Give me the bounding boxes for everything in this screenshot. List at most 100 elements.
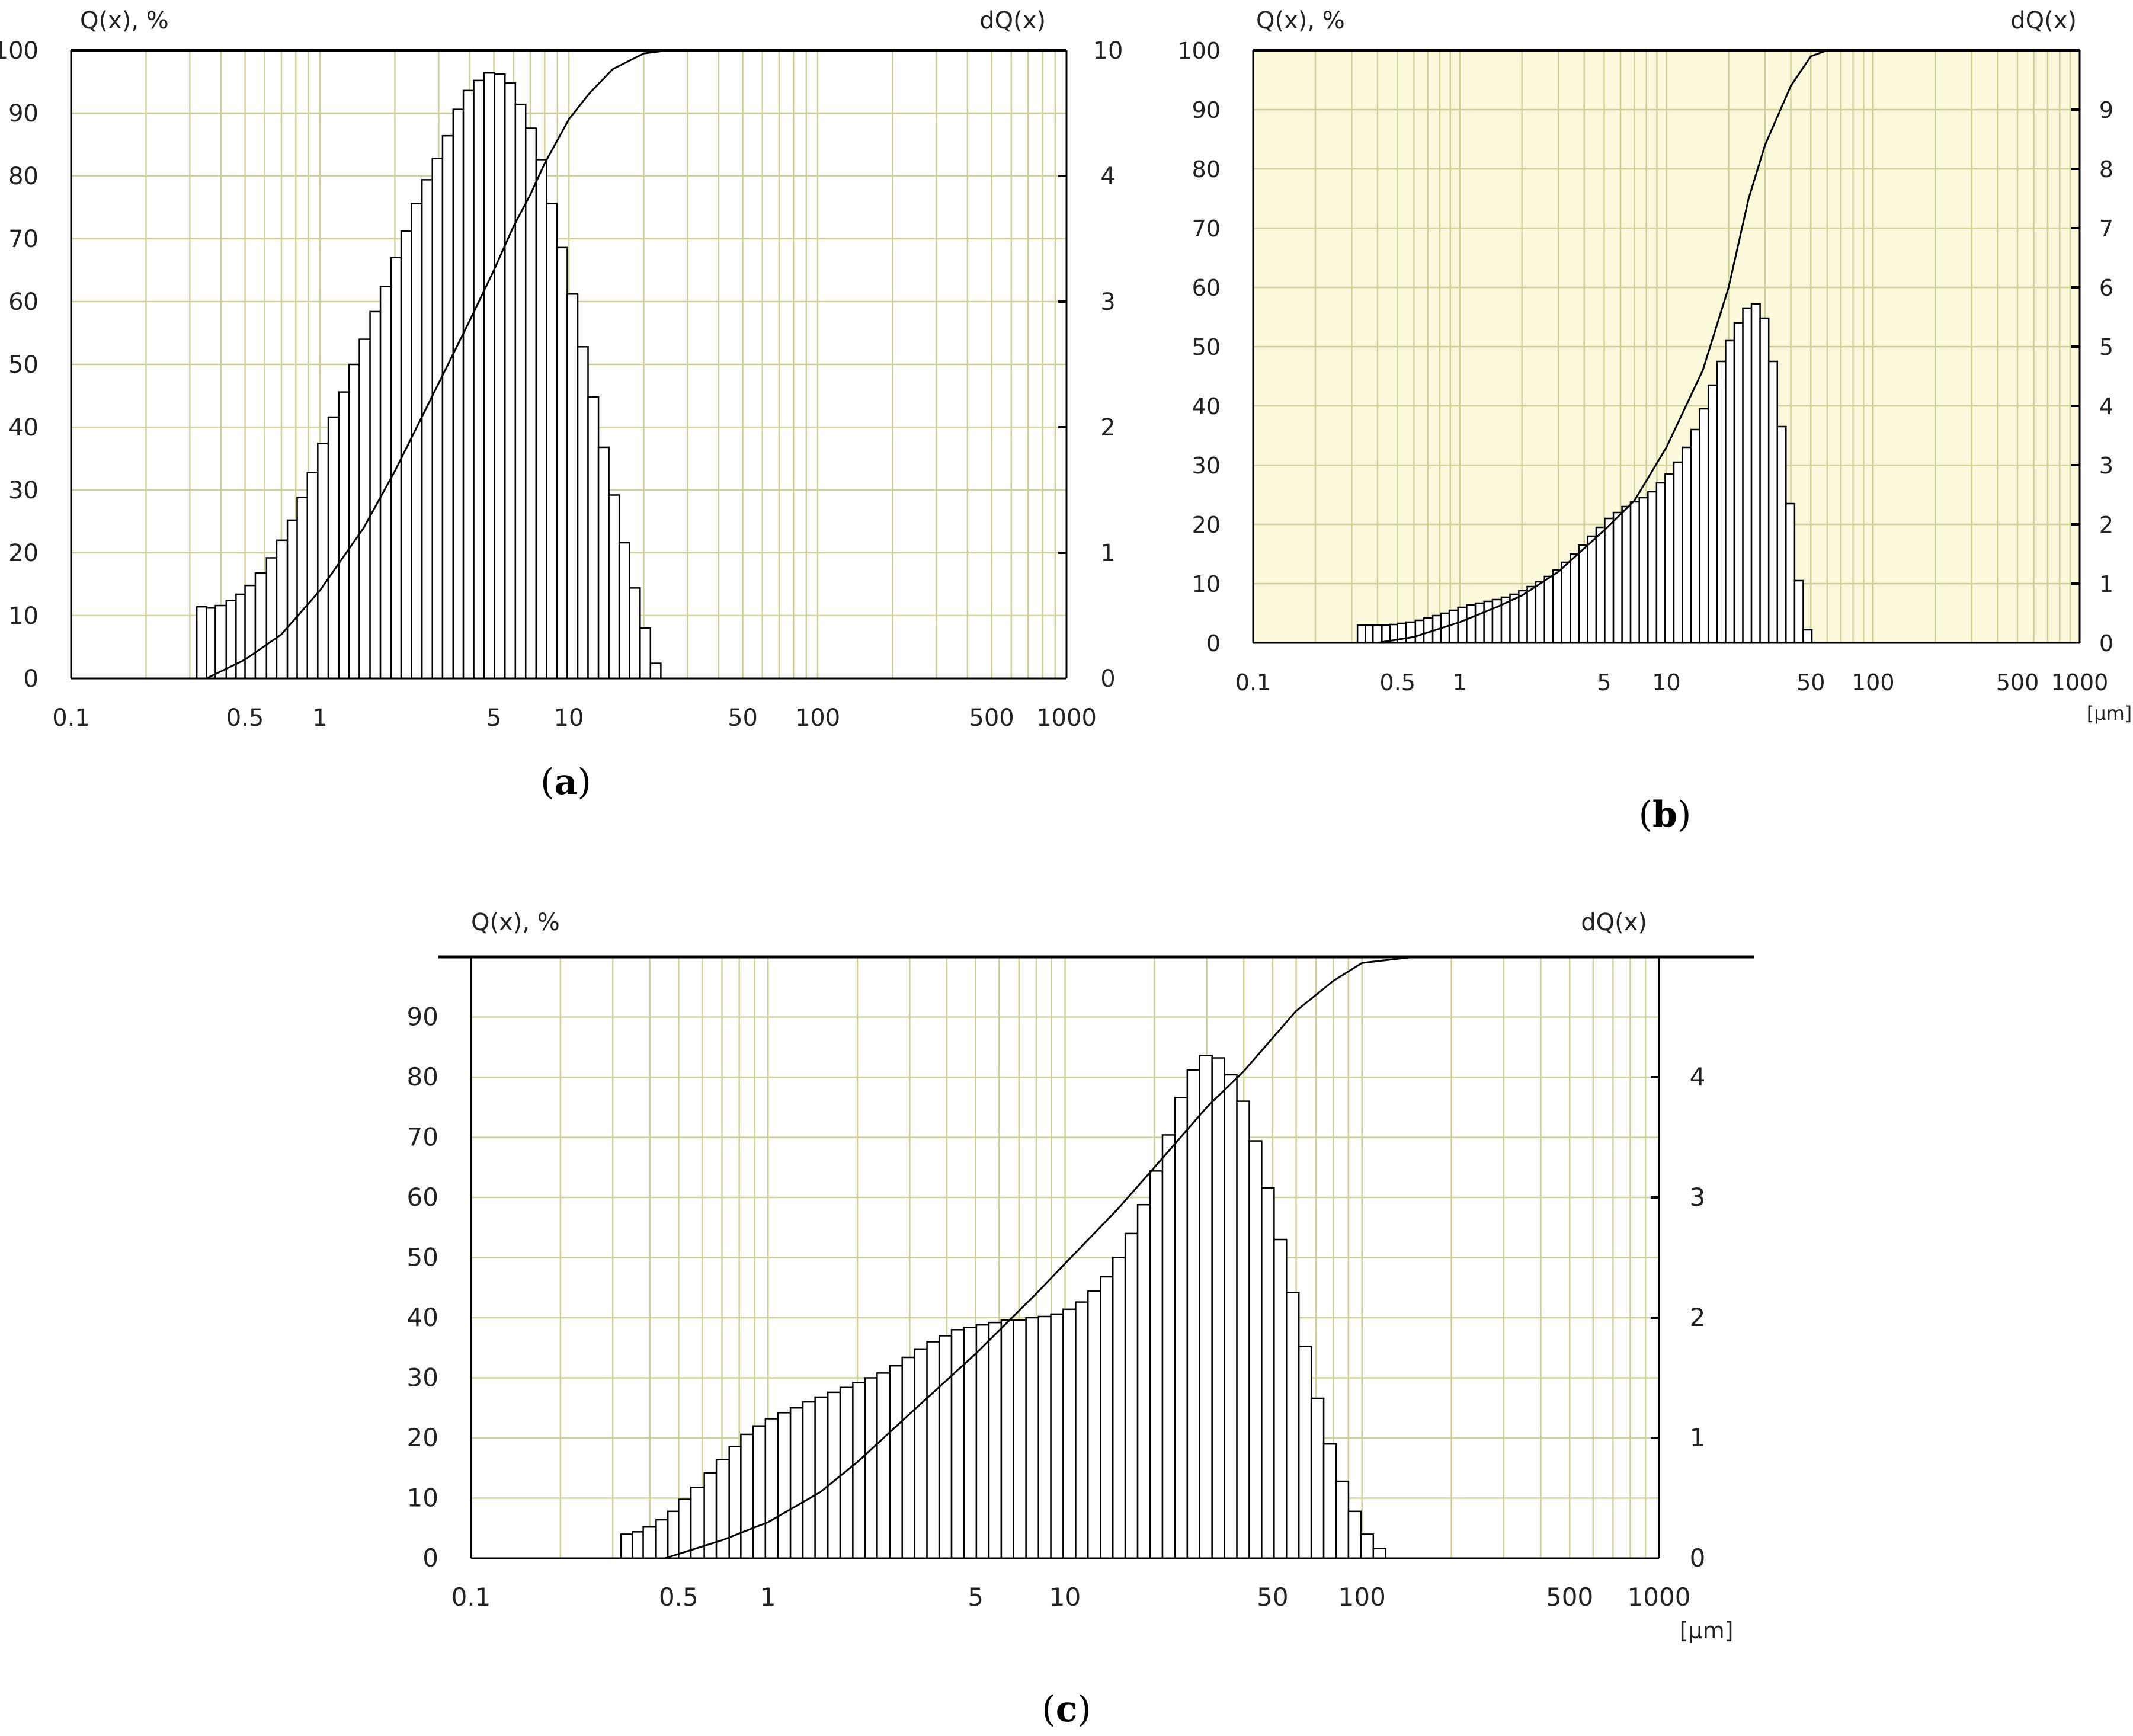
histogram-bar xyxy=(254,572,268,680)
ylabel-right-c: dQ(x) xyxy=(1581,909,1647,936)
y-tick-label-left: 30 xyxy=(8,477,39,504)
y-tick-label-left: 10 xyxy=(8,603,39,630)
panel-label-a: (a) xyxy=(540,761,591,803)
x-tick-label: 500 xyxy=(1996,670,2039,696)
ylabel-left-b: Q(x), % xyxy=(1256,7,1345,34)
histogram-bar xyxy=(1629,501,1640,644)
x-tick-label: 10 xyxy=(554,704,584,732)
histogram-bars-b xyxy=(1356,303,1813,644)
histogram-bar xyxy=(473,79,485,680)
histogram-bar xyxy=(642,1526,657,1559)
histogram-bar xyxy=(1664,473,1675,644)
histogram-bar xyxy=(802,1401,816,1559)
x-tick-label: 50 xyxy=(1257,1583,1288,1612)
histogram-bar xyxy=(597,446,610,680)
histogram-bar xyxy=(1365,624,1374,644)
histogram-bar xyxy=(1750,303,1761,644)
histogram-bar xyxy=(1604,517,1615,644)
histogram-bar xyxy=(1335,1480,1350,1559)
histogram-bar xyxy=(1733,322,1744,644)
histogram-bar xyxy=(1298,1346,1312,1559)
histogram-bar xyxy=(566,293,579,680)
histogram-bar xyxy=(678,1498,692,1559)
histogram-bar xyxy=(1570,553,1580,644)
histogram-bar xyxy=(535,159,547,680)
histogram-bar xyxy=(276,539,289,680)
histogram-bar xyxy=(649,662,662,680)
histogram-bar xyxy=(524,127,537,680)
y-tick-label-left: 20 xyxy=(8,540,39,567)
y-tick-label-right: 5 xyxy=(2099,334,2113,360)
y-tick-label-left: 60 xyxy=(8,289,39,316)
y-tick-label-left: 0 xyxy=(24,665,39,693)
histogram-bar xyxy=(789,1407,804,1559)
histogram-bar xyxy=(988,1321,1003,1559)
histogram-bar xyxy=(1310,1397,1325,1559)
histogram-bar xyxy=(1638,497,1649,644)
histogram-bar xyxy=(950,1329,965,1559)
histogram-bar xyxy=(1612,511,1623,644)
y-tick-label-left: 10 xyxy=(1192,571,1221,597)
y-tick-label-left: 90 xyxy=(1192,97,1221,123)
histogram-bar xyxy=(740,1433,754,1559)
histogram-bar xyxy=(728,1445,742,1559)
histogram-bar xyxy=(764,1418,779,1559)
histogram-bar xyxy=(1405,621,1417,644)
y-tick-label-right: 7 xyxy=(2099,216,2113,242)
y-tick-label-left: 60 xyxy=(1192,275,1221,301)
x-tick-label: 1 xyxy=(1453,670,1467,696)
histogram-bar xyxy=(1050,1313,1064,1559)
histogram-bar xyxy=(1000,1319,1014,1559)
histogram-bar xyxy=(1518,590,1528,644)
x-tick-label: 100 xyxy=(1852,670,1895,696)
y-tick-label-left: 50 xyxy=(1192,334,1221,360)
histogram-bar xyxy=(1776,425,1787,644)
histogram-bar xyxy=(1673,461,1683,644)
y-tick-label-left: 80 xyxy=(1192,156,1221,182)
histogram-bar xyxy=(214,604,228,680)
histogram-bar xyxy=(286,519,298,680)
histogram-bar xyxy=(814,1396,829,1559)
histogram-bar xyxy=(1248,1140,1263,1559)
y-tick-label-left: 20 xyxy=(407,1423,438,1452)
histogram-bar xyxy=(1186,1069,1200,1559)
histogram-bar xyxy=(655,1519,669,1559)
histogram-bar xyxy=(1543,575,1554,644)
histogram-bar xyxy=(1716,360,1727,644)
y-tick-label-left: 50 xyxy=(8,351,39,379)
x-tick-label: 1000 xyxy=(1036,704,1097,732)
histogram-bar xyxy=(1526,585,1537,644)
histogram-bar xyxy=(206,607,216,680)
x-tick-label: 10 xyxy=(1652,670,1680,696)
histogram-bar xyxy=(629,587,641,680)
histogram-bar xyxy=(1174,1097,1189,1559)
x-tick-label: 5 xyxy=(1597,670,1611,696)
x-tick-label: 500 xyxy=(969,704,1014,732)
y-tick-label-left: 60 xyxy=(407,1183,438,1212)
histogram-bar xyxy=(1578,544,1588,644)
histogram-bar xyxy=(1621,505,1632,644)
panel-label-c: (c) xyxy=(1042,1689,1091,1730)
histogram-bar xyxy=(620,1533,633,1559)
y-tick-label-left: 70 xyxy=(8,226,39,253)
x-tick-label: 0.5 xyxy=(659,1583,699,1612)
histogram-bar xyxy=(369,310,382,680)
histogram-bar xyxy=(358,338,371,680)
x-tick-label: 1 xyxy=(760,1583,776,1612)
y-tick-label-left: 100 xyxy=(0,37,39,65)
histogram-bar xyxy=(864,1377,878,1559)
histogram-bar xyxy=(462,89,475,680)
histogram-bar xyxy=(514,103,527,680)
histogram-bar xyxy=(1236,1100,1250,1559)
histogram-bar xyxy=(1062,1308,1077,1559)
histogram-bar xyxy=(1149,1170,1164,1559)
histogram-bar xyxy=(1136,1203,1151,1559)
x-tick-label: 500 xyxy=(1546,1583,1593,1612)
y-tick-label-right: 0 xyxy=(2099,630,2113,656)
histogram-bar xyxy=(327,416,340,680)
cumulative-curve-c xyxy=(664,956,1504,1559)
histogram-bars-a xyxy=(196,72,662,680)
histogram-bar xyxy=(317,443,329,680)
histogram-bar xyxy=(1742,307,1753,644)
